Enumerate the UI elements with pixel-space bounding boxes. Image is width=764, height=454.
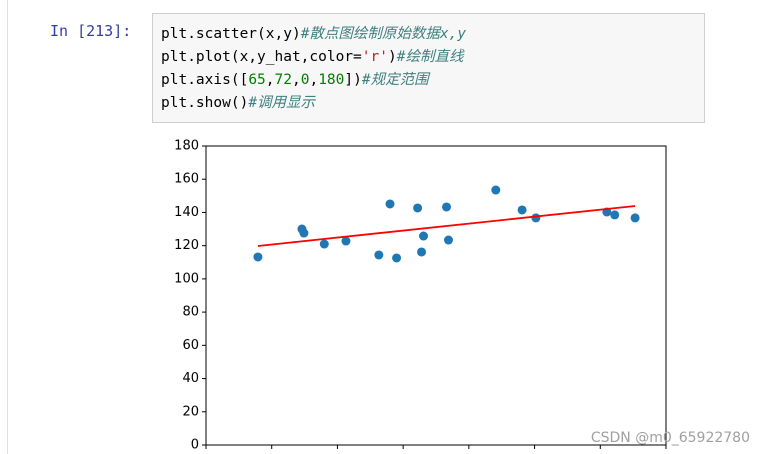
- y-tick-label: 160: [174, 172, 199, 187]
- scatter-point: [531, 213, 541, 223]
- code: plt.axis([: [161, 72, 249, 88]
- comment: #调用显示: [248, 95, 316, 111]
- scatter-point: [419, 231, 429, 241]
- cell-border: [7, 0, 8, 454]
- cell-prompt: In [213]:: [50, 22, 132, 40]
- y-tick-label: 120: [174, 238, 199, 253]
- string: 'r': [361, 49, 388, 65]
- code: plt.plot(x,y_hat,color=: [161, 49, 362, 65]
- code: ,: [265, 72, 275, 88]
- y-tick-label: 40: [182, 371, 199, 386]
- comment: #散点图绘制原始数据x,y: [300, 26, 467, 42]
- scatter-point: [517, 205, 527, 215]
- scatter-point: [491, 185, 501, 195]
- number: 180: [318, 72, 345, 88]
- code-line: plt.plot(x,y_hat,color='r')#绘制直线: [161, 46, 704, 69]
- code: ): [388, 49, 397, 65]
- y-tick-label: 0: [191, 438, 199, 453]
- scatter-point: [392, 253, 402, 263]
- scatter-point: [413, 203, 423, 213]
- code: ,: [309, 72, 319, 88]
- fit-line: [257, 205, 636, 247]
- scatter-point: [319, 239, 329, 249]
- code: plt.scatter(x,y): [161, 26, 301, 42]
- code-cell[interactable]: plt.scatter(x,y)#散点图绘制原始数据x,y plt.plot(x,…: [152, 13, 705, 123]
- scatter-point: [299, 228, 309, 238]
- y-tick-label: 60: [182, 338, 199, 353]
- code-line: plt.show()#调用显示: [161, 92, 704, 115]
- code: plt.show(): [161, 95, 249, 111]
- number: 65: [248, 72, 266, 88]
- y-tick-label: 20: [182, 404, 199, 419]
- y-tick-label: 100: [174, 271, 199, 286]
- number: 0: [300, 72, 310, 88]
- scatter-point: [630, 213, 640, 223]
- number: 72: [274, 72, 292, 88]
- scatter-point: [417, 247, 427, 257]
- y-tick-label: 80: [182, 305, 199, 320]
- y-tick-label: 180: [174, 139, 199, 154]
- code-line: plt.axis([65,72,0,180])#规定范围: [161, 69, 704, 92]
- scatter-point: [443, 235, 453, 245]
- code-line: plt.scatter(x,y)#散点图绘制原始数据x,y: [161, 23, 704, 46]
- scatter-point: [374, 250, 384, 260]
- scatter-point: [341, 236, 351, 246]
- scatter-point: [385, 199, 395, 209]
- comment: #规定范围: [361, 72, 429, 88]
- comment: #绘制直线: [396, 49, 464, 65]
- y-tick-label: 140: [174, 205, 199, 220]
- scatter-point: [610, 210, 620, 220]
- scatter-point: [442, 202, 452, 212]
- code: ,: [291, 72, 301, 88]
- code: ]): [344, 72, 362, 88]
- watermark: CSDN @m0_65922780: [590, 430, 750, 446]
- scatter-point: [253, 252, 263, 262]
- axes-frame: [205, 145, 667, 446]
